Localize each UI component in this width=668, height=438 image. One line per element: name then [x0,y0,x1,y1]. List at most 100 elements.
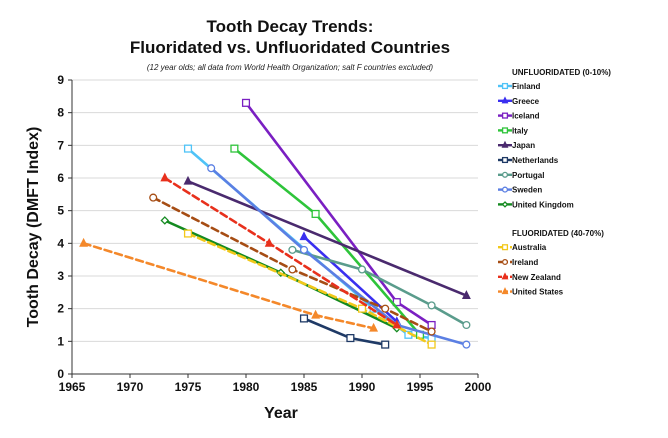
y-tick-label: 6 [57,171,64,185]
chart-title-line1: Tooth Decay Trends: [207,17,374,36]
data-point-ireland [427,327,436,336]
legend-entry-sweden: Sweden [498,186,542,195]
series-layer [79,98,471,349]
data-point-sweden [207,164,216,173]
legend-entry-portugal: Portugal [498,171,544,180]
legend-marker-finland [501,82,509,90]
series-line-italy [233,147,422,337]
series-line-japan [186,180,468,297]
series-japan [183,175,471,299]
legend-label-sweden: Sweden [512,186,542,195]
series-line-ireland [151,196,433,333]
x-axis-label: Year [264,405,298,422]
legend-entry-japan: Japan [498,140,535,150]
series-new-zealand [160,172,402,329]
legend-marker-japan [501,140,509,148]
x-tick-label: 1965 [59,380,86,394]
legend-group-header: FLUORIDATED (40-70%) [512,229,604,238]
y-tick-label: 7 [57,138,64,152]
legend-label-iceland: Iceland [512,112,540,121]
data-point-japan [183,175,193,185]
x-tick-label: 1985 [291,380,318,394]
legend-label-japan: Japan [512,141,535,150]
data-point-italy [311,209,320,218]
data-point-united-states [311,309,321,319]
y-tick-label: 8 [57,106,64,120]
data-point-australia [427,340,436,349]
data-point-united-states [79,237,89,247]
data-point-australia [183,229,193,238]
x-tick-label: 1980 [233,380,260,394]
gridlines [72,79,478,342]
legend-marker-united-kingdom [501,201,509,208]
data-point-greece [299,231,309,241]
y-tick-label: 9 [57,73,64,87]
series-line-sweden [209,166,468,346]
legend-entry-ireland: Ireland [498,258,538,267]
legend-entry-netherlands: Netherlands [498,156,559,165]
legend-group-header: UNFLUORIDATED (0-10%) [512,68,611,77]
data-point-portugal [357,265,367,274]
y-tick-label: 1 [57,334,64,348]
y-tick-labels: 0 1 2 3 4 5 6 7 8 9 [57,73,64,381]
series-iceland [241,98,436,330]
legend-marker-sweden [501,186,509,193]
legend-label-italy: Italy [512,126,529,135]
series-line-portugal [291,248,468,327]
y-tick-label: 0 [57,367,64,381]
legend-marker-italy [501,127,509,134]
series-portugal [288,245,471,330]
data-point-finland [183,144,193,153]
legend-marker-greece [501,96,509,104]
legend-marker-iceland [501,112,509,119]
legend-entry-finland: Finland [498,82,541,91]
data-point-ireland [381,304,390,313]
data-point-italy [230,144,239,153]
data-point-netherlands [299,314,309,323]
legend-marker-australia [501,244,509,251]
legend-marker-ireland [501,258,509,266]
legend-label-netherlands: Netherlands [512,156,559,165]
data-point-ireland [149,193,158,202]
data-point-united-kingdom [160,216,170,225]
legend-marker-portugal [501,171,509,178]
data-point-iceland [427,320,436,330]
chart-title-line2: Fluoridated vs. Unfluoridated Countries [130,38,450,57]
legend-entry-iceland: Iceland [498,112,540,121]
x-tick-label: 1995 [407,380,434,394]
legend-label-new-zealand: New Zealand [512,273,561,282]
data-point-united-states [369,322,379,332]
legend-entry-united-kingdom: United Kingdom [498,200,574,209]
y-axis-label: Tooth Decay (DMFT Index) [25,127,42,328]
chart-subtitle: (12 year olds; all data from World Healt… [147,63,434,72]
data-point-portugal [427,301,436,310]
data-point-netherlands [381,340,390,349]
legend-entry-italy: Italy [498,126,529,135]
x-tick-label: 1990 [349,380,376,394]
y-tick-label: 5 [57,204,64,218]
data-point-portugal [462,320,471,330]
legend-marker-new-zealand [501,272,509,280]
x-tick-label: 2000 [465,380,492,394]
legend: UNFLUORIDATED (0-10%) Finland Greece Icelan… [498,68,611,297]
y-tick-label: 4 [57,236,64,250]
legend-label-united-kingdom: United Kingdom [512,200,574,209]
data-point-iceland [241,98,251,107]
series-netherlands [299,314,390,349]
legend-label-ireland: Ireland [512,258,538,267]
data-point-new-zealand [264,237,274,247]
y-tick-label: 2 [57,302,64,316]
data-point-new-zealand [392,319,402,329]
legend-label-greece: Greece [512,97,540,106]
axes [68,79,479,378]
x-tick-label: 1975 [175,380,202,394]
data-point-japan [461,290,471,299]
legend-label-united-states: United States [512,288,564,297]
legend-entry-united-states: United States [498,287,564,297]
series-italy [230,144,425,339]
series-ireland [149,193,436,336]
legend-entry-greece: Greece [498,96,540,106]
series-united-states [79,237,379,332]
legend-marker-netherlands [501,156,509,164]
